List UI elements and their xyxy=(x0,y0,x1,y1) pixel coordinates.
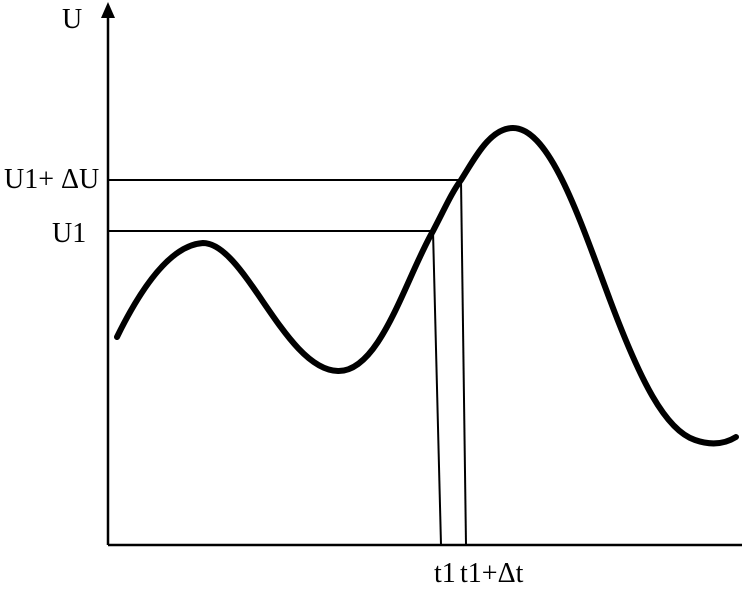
y-axis-arrowhead xyxy=(101,2,115,18)
signal-curve xyxy=(114,125,739,447)
u1-plus-delta-u-label: U1+ ΔU xyxy=(4,164,100,195)
t1-plus-dt-reference-line xyxy=(460,179,467,546)
u1-label: U1 xyxy=(52,218,87,249)
y-axis-label: U xyxy=(62,4,83,35)
t1-label: t1 xyxy=(434,558,456,589)
t1-reference-line xyxy=(432,230,442,546)
t1-plus-delta-t-label: t1+Δt xyxy=(460,558,524,589)
